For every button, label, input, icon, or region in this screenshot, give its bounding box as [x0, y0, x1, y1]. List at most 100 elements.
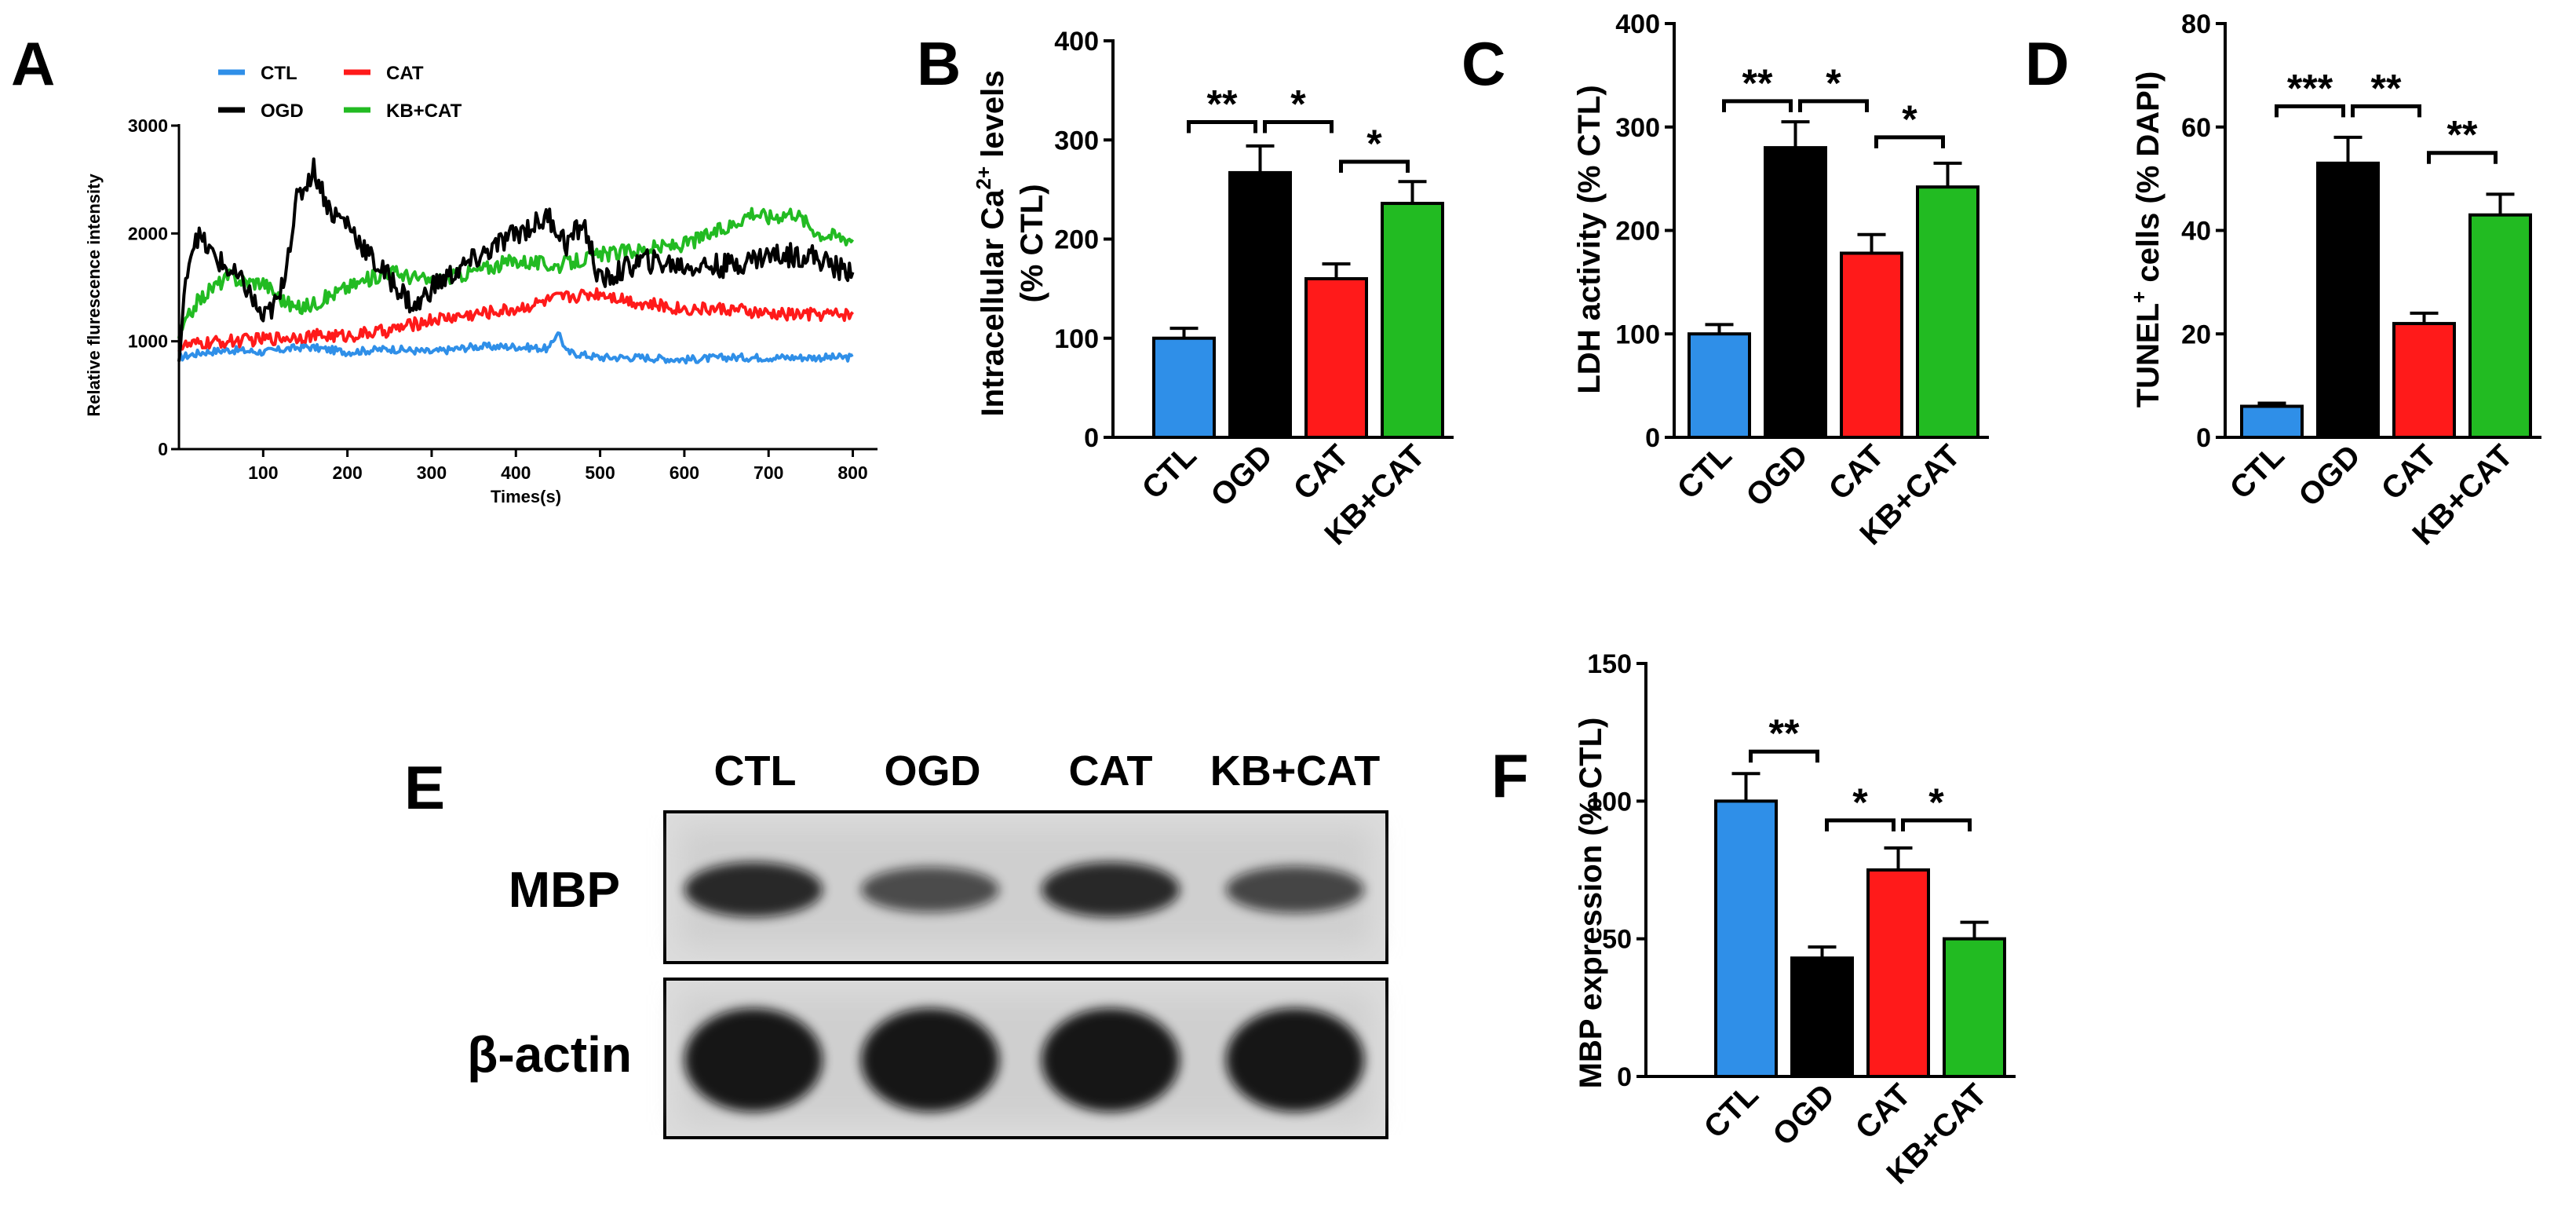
significance-bracket — [2427, 151, 2498, 164]
bar-cat — [1304, 277, 1368, 439]
ytick-label: 100 — [1587, 787, 1632, 817]
bar-ctl — [1688, 332, 1751, 439]
series-line-kb-cat — [177, 206, 855, 339]
blot-lane-ctl: CTL — [714, 747, 797, 795]
category-label-ogd: OGD — [2292, 438, 2367, 513]
ytick-label: 200 — [1615, 217, 1660, 247]
category-label-ogd: OGD — [1204, 438, 1279, 513]
ytick-label: 60 — [2181, 113, 2211, 143]
chart-a-xtick-label: 800 — [837, 462, 867, 483]
ytick-label: 0 — [1617, 1062, 1632, 1092]
chart-d-ylabel-tail: cells (% DAPI) — [2131, 71, 2166, 291]
chart-b-ylabel-line2: (% CTL) — [1015, 184, 1049, 302]
chart-a-xtick-label: 300 — [417, 462, 447, 483]
chart-c-ylabel: LDH activity (% CTL) — [1572, 85, 1607, 393]
band-actin-kb-cat — [1226, 1008, 1364, 1112]
chart-d-ylabel-sup: + — [2127, 291, 2151, 303]
significance-bracket — [1339, 159, 1410, 174]
significance-label: ** — [2371, 66, 2402, 110]
bar-cat — [1840, 251, 1903, 439]
chart-a-ytick-label: 2000 — [128, 223, 168, 243]
band-mbp-cat — [1042, 862, 1180, 917]
significance-bracket — [1187, 120, 1257, 133]
chart-a-timecourse: CTL CAT OGD KB+CAT 0 1000 2000 3000 100 200 30… — [84, 63, 878, 506]
band-actin-ogd — [861, 1008, 999, 1112]
band-actin-cat — [1042, 1008, 1180, 1112]
bar-cat — [1866, 868, 1930, 1078]
ytick-label: 0 — [2196, 423, 2211, 453]
category-label-cat: CAT — [1849, 1077, 1917, 1146]
chart-a-series — [177, 157, 855, 365]
bar-kb-cat — [1943, 937, 2006, 1078]
significance-bracket — [1901, 818, 1972, 831]
band-mbp-ctl — [684, 862, 823, 917]
significance-bracket — [1825, 818, 1896, 831]
ytick-label: 400 — [1615, 9, 1660, 39]
bar-cat — [2392, 322, 2456, 440]
blot-row-label-actin: β-actin — [467, 1026, 632, 1083]
significance-label: ** — [1207, 82, 1238, 126]
chart-b-ylabel-sup: 2+ — [972, 166, 995, 190]
western-blot: CTL OGD CAT KB+CAT MBP β-actin — [467, 747, 1388, 1139]
significance-bracket — [1722, 99, 1793, 112]
bar-ctl — [1714, 799, 1778, 1078]
chart-a-xtick-label: 400 — [501, 462, 531, 483]
ytick-label: 300 — [1615, 113, 1660, 143]
chart-f-ylabel: MBP expression (% CTL) — [1574, 718, 1608, 1089]
significance-label: * — [1852, 780, 1868, 824]
chart-a-ytick-label: 3000 — [128, 115, 168, 136]
band-mbp-kb-cat — [1226, 866, 1364, 913]
bar-kb-cat — [1381, 202, 1444, 439]
bar-kb-cat — [2468, 213, 2532, 439]
legend-label-ctl: CTL — [261, 63, 297, 84]
bar-kb-cat — [1916, 185, 1979, 439]
significance-label: ** — [2447, 113, 2478, 157]
chart-a-xtick-label: 500 — [585, 462, 615, 483]
significance-label: * — [1902, 97, 1917, 141]
chart-a-legend: CTL CAT OGD KB+CAT — [218, 63, 462, 122]
chart-a-xtick-label: 600 — [670, 462, 699, 483]
category-label-ctl: CTL — [1136, 438, 1203, 506]
ytick-label: 100 — [1615, 320, 1660, 349]
blot-lane-kbcat: KB+CAT — [1210, 747, 1381, 795]
panel-letter-a: A — [11, 29, 55, 98]
bar-ogd — [2316, 161, 2380, 440]
chart-b-ylabel-tail: levels — [976, 71, 1010, 166]
panel-letter-c: C — [1461, 29, 1505, 98]
significance-bracket — [1749, 749, 1819, 763]
chart-b-calcium: Intracellular Ca2+ levels (% CTL) CTL OGD… — [972, 27, 1454, 552]
band-actin-ctl — [684, 1008, 823, 1112]
band-mbp-ogd — [861, 867, 999, 912]
ytick-label: 40 — [2181, 217, 2211, 247]
bar-ogd — [1228, 170, 1292, 439]
ytick-label: 100 — [1054, 324, 1099, 354]
ytick-label: 0 — [1645, 423, 1660, 453]
series-line-ogd — [177, 157, 855, 362]
significance-label: *** — [2287, 66, 2333, 110]
chart-a-ylabel: Relative flurescence intensity — [84, 174, 104, 417]
ytick-label: 50 — [1602, 925, 1632, 955]
bar-ctl — [2240, 404, 2304, 439]
category-label-ctl: CTL — [2224, 438, 2291, 506]
chart-a-ytick-label: 1000 — [128, 331, 168, 352]
legend-label-ogd: OGD — [261, 101, 304, 122]
ytick-label: 400 — [1054, 27, 1099, 57]
ytick-label: 150 — [1587, 649, 1632, 679]
chart-b-ylabel-main: Intracellular Ca — [976, 189, 1010, 417]
blot-lane-cat: CAT — [1069, 747, 1153, 795]
chart-a-xtick-label: 100 — [248, 462, 278, 483]
significance-label: * — [1826, 61, 1841, 105]
category-label-cat: CAT — [1287, 438, 1356, 506]
category-label-ogd: OGD — [1739, 438, 1815, 513]
blot-row-label-mbp: MBP — [509, 861, 620, 918]
chart-d-ylabel-main: TUNEL — [2131, 303, 2166, 407]
significance-bracket — [2351, 104, 2421, 118]
chart-a-xtick-label: 200 — [332, 462, 362, 483]
bar-ogd — [1764, 146, 1827, 439]
chart-f-mbp: MBP expression (% CTL) CTL OGD CATKB+CAT05… — [1574, 649, 2016, 1191]
ytick-label: 200 — [1054, 225, 1099, 255]
ytick-label: 80 — [2181, 9, 2211, 39]
significance-label: * — [1366, 122, 1382, 166]
panel-letter-d: D — [2025, 29, 2069, 98]
panel-letter-e: E — [404, 753, 445, 822]
